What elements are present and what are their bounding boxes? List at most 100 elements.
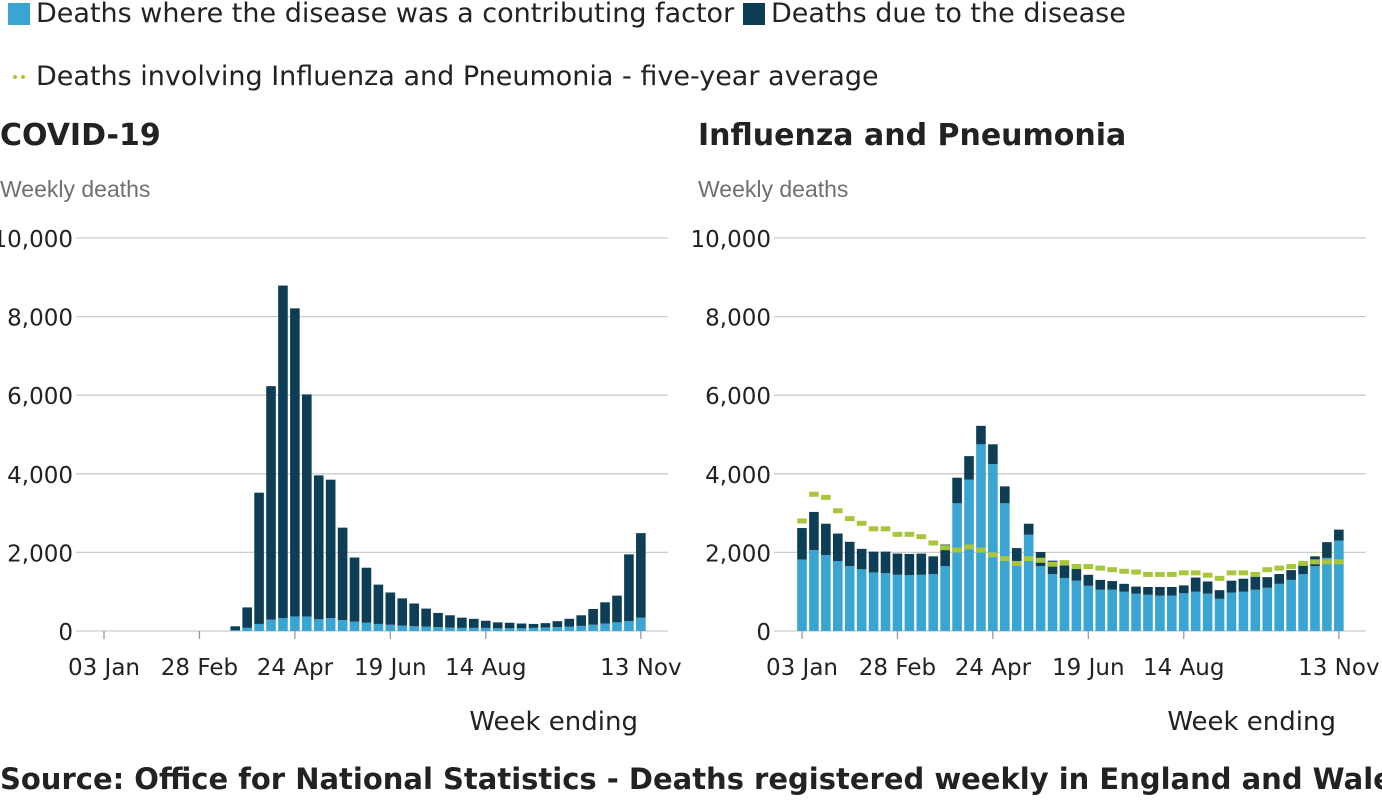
bar-contributing [624,621,634,631]
bar-due [809,511,819,551]
bar-due [433,612,443,628]
bar-due [612,595,622,623]
bar-due [576,615,586,626]
bar-contributing [797,559,807,631]
bar-due [457,617,467,628]
bar-contributing [242,627,252,631]
x-tick-label: 19 Jun [354,655,427,681]
bar-contributing [1119,591,1129,631]
x-tick-label: 28 Feb [859,655,936,681]
bar-contributing [1095,589,1106,631]
y-tick-label: 0 [756,620,771,646]
x-tick-label: 13 Nov [600,655,681,681]
bar-contributing [266,619,276,631]
bar-contributing [504,628,515,631]
bar-contributing [1000,503,1010,631]
bar-due [361,567,372,623]
bar-due [600,602,610,624]
bar-due [1107,581,1117,590]
bar-contributing [856,569,867,631]
bar-contributing [588,624,598,631]
y-tick-label: 10,000 [691,227,771,253]
source-note: Source: Office for National Statistics -… [0,762,1382,796]
bar-due [856,548,867,570]
bar-contributing [1035,566,1046,631]
bar-due [1238,578,1249,592]
bar-contributing [1083,585,1094,631]
bar-contributing [1131,593,1141,631]
bar-due [290,308,300,617]
bar-contributing [1059,577,1070,631]
bar-due [278,285,288,619]
bar-contributing [636,617,646,631]
bar-contributing [964,479,974,631]
x-tick-label: 24 Apr [955,655,1032,681]
legend: Deaths where the disease was a contribut… [0,0,1382,110]
bar-contributing [904,575,915,631]
bar-contributing [928,574,939,631]
bar-due [1202,581,1213,594]
bar-due [230,626,241,631]
bar-contributing [254,623,264,631]
bar-due [1059,565,1070,578]
y-axis-label: Weekly deaths [0,176,151,202]
x-tick-label: 19 Jun [1052,655,1125,681]
bar-contributing [576,625,586,631]
bar-contributing [457,627,467,631]
bar-contributing [409,626,419,631]
bar-contributing [844,566,855,631]
bar-due [952,477,962,504]
bar-contributing [1250,589,1261,631]
y-tick-label: 8,000 [705,306,771,332]
bar-contributing [1011,561,1022,631]
x-tick-label: 24 Apr [257,655,334,681]
bar-contributing [445,627,455,631]
x-tick-label: 03 Jan [766,655,838,681]
bar-contributing [302,616,312,631]
bar-due [1322,542,1332,558]
bar-due [1023,523,1034,535]
bar-contributing [1167,595,1177,631]
bar-due [1226,580,1237,593]
bar-contributing [1071,580,1082,631]
bar-contributing [325,618,336,631]
bar-contributing [1274,583,1284,631]
bar-due [266,386,276,620]
bar-contributing [469,627,479,631]
bar-due [976,425,986,445]
bar-contributing [516,628,527,631]
bar-contributing [1298,574,1308,631]
bar-contributing [1190,591,1201,631]
y-tick-label: 2,000 [7,541,73,567]
bar-due [1250,576,1261,590]
y-tick-label: 10,000 [0,227,73,253]
bar-contributing [337,619,348,631]
x-axis-title: Week ending [1167,707,1336,737]
bar-due [1095,579,1106,590]
bar-due [540,623,551,628]
bar-contributing [313,619,324,631]
bar-due [1131,586,1141,594]
y-tick-label: 4,000 [705,463,771,489]
bar-contributing [433,627,443,631]
y-tick-label: 6,000 [705,384,771,410]
bar-contributing [600,623,610,631]
bar-due [492,622,503,629]
bar-due [552,621,563,628]
bar-due [1155,586,1165,596]
bar-due [397,598,408,626]
bar-due [1214,590,1225,599]
bar-due [797,528,807,560]
legend-swatch-contributing [8,2,30,25]
bar-contributing [1155,595,1165,631]
bar-due [1071,568,1082,581]
bar-due [1143,586,1153,595]
bar-contributing [1023,534,1034,631]
bar-contributing [1322,557,1332,631]
bar-contributing [552,627,563,631]
bar-due [337,527,348,620]
bar-contributing [528,627,539,631]
covid-chart-svg: 0 2,000 4,000 6,000 8,000 10,000 03 Jan 28 Feb 2… [0,227,682,737]
bar-contributing [1047,574,1058,631]
x-tick-label: 28 Feb [161,655,238,681]
